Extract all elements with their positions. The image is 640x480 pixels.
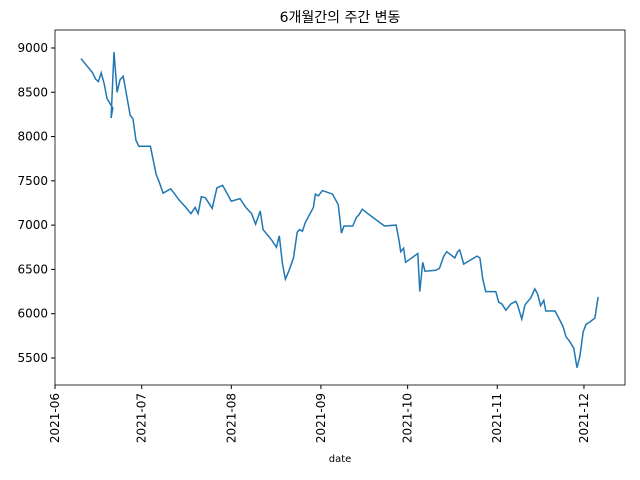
y-tick-label: 8500 (17, 85, 48, 99)
y-tick-label: 7500 (17, 174, 48, 188)
line (80, 51, 599, 368)
x-axis-label: date (329, 454, 352, 465)
x-tick-label: 2021-06 (48, 393, 62, 443)
x-tick-label: 2021-07 (135, 393, 149, 443)
plot-frame (54, 29, 626, 386)
y-tick-label: 6000 (17, 307, 48, 321)
y-tick-label: 8000 (17, 130, 48, 144)
x-tick-label: 2021-09 (314, 393, 328, 443)
x-tick-label: 2021-11 (490, 393, 504, 443)
x-tick-label: 2021-12 (577, 393, 591, 443)
x-tick-label: 2021-10 (401, 393, 415, 443)
y-tick-label: 5500 (17, 351, 48, 365)
chart-title: 6개월간의 주간 변동 (280, 10, 401, 26)
y-tick-label: 9000 (17, 41, 48, 55)
y-tick-label: 7000 (17, 218, 48, 232)
x-tick-label: 2021-08 (224, 393, 238, 443)
y-tick-label: 6500 (17, 262, 48, 276)
